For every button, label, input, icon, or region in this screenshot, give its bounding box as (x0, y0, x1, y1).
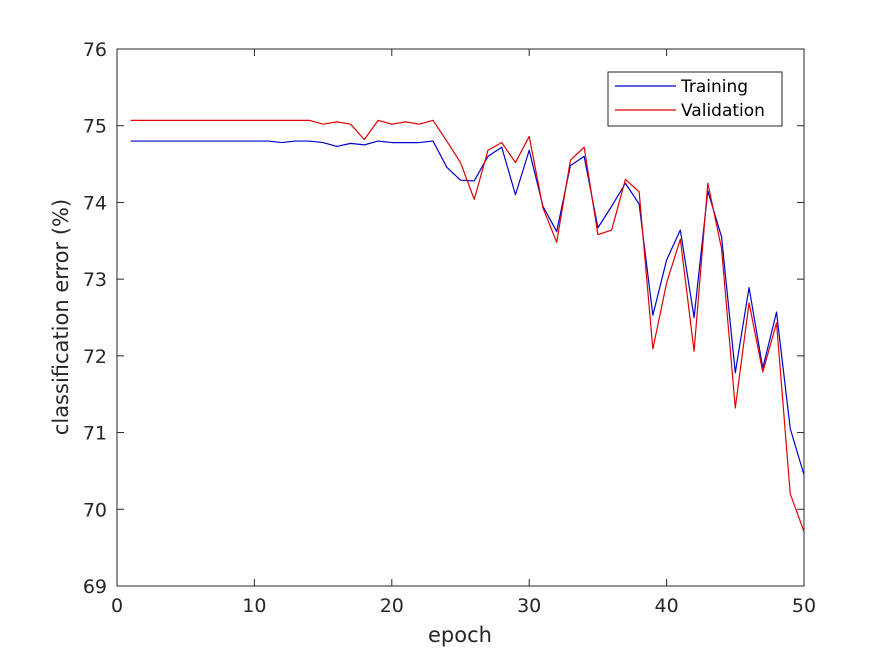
x-tick-label: 10 (242, 595, 266, 617)
legend-label-training: Training (680, 77, 748, 97)
x-tick-label: 50 (792, 595, 816, 617)
axes-box (116, 48, 805, 587)
x-axis-label: epoch (428, 623, 492, 647)
legend-box (607, 71, 783, 127)
x-axis-ticks: 0 10 20 30 40 50 (111, 49, 816, 617)
y-tick-label: 69 (83, 576, 107, 598)
series-line-validation (130, 119, 805, 532)
plot-area-frame (116, 48, 805, 587)
series-line-training (130, 140, 805, 475)
y-tick-label: 74 (83, 192, 107, 214)
x-tick-label: 40 (655, 595, 679, 617)
x-tick-label: 20 (380, 595, 404, 617)
y-tick-label: 72 (83, 346, 107, 368)
y-tick-label: 73 (83, 269, 107, 291)
x-tick-label: 30 (517, 595, 541, 617)
x-tick-label: 0 (111, 595, 123, 617)
series-layer (130, 119, 805, 532)
legend: Training Validation (607, 71, 783, 127)
y-axis-ticks: 69 70 71 72 73 74 75 76 (83, 39, 804, 598)
y-tick-label: 71 (83, 423, 107, 445)
legend-label-validation: Validation (681, 101, 765, 121)
y-tick-label: 70 (83, 499, 107, 521)
y-axis-label: classification error (%) (49, 199, 73, 435)
y-tick-label: 75 (83, 116, 107, 138)
y-tick-label: 76 (83, 39, 107, 61)
